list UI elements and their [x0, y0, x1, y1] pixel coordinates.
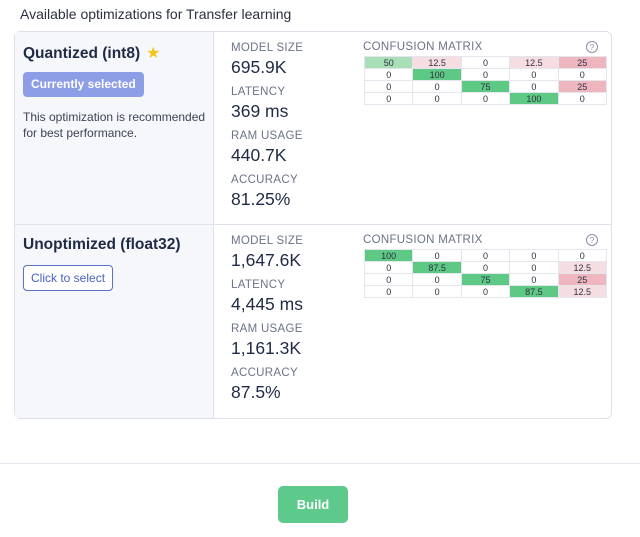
recommendation-note: This optimization is recommended for bes…: [23, 110, 206, 140]
matrix-row: 0 100 0 0 0: [363, 68, 607, 81]
matrix-cell: 0: [412, 92, 462, 105]
matrix-cell: 0: [460, 249, 511, 262]
matrix-cell: 0: [363, 285, 414, 298]
matrix-cell: 100: [363, 249, 414, 262]
accuracy-label: ACCURACY: [231, 367, 298, 379]
matrix-row: 0 0 75 0 25: [363, 80, 607, 93]
ram-usage-value: 440.7K: [231, 145, 287, 165]
optimization-card-float32: Unoptimized (float32) Click to select MO…: [14, 225, 612, 419]
option-name: Unoptimized (float32): [23, 236, 181, 253]
matrix-row: 0 0 0 87.5 12.5: [363, 285, 607, 298]
optimization-card-int8: Quantized (int8) ★ Currently selected Thi…: [14, 31, 612, 225]
matrix-cell: 0: [412, 80, 462, 93]
latency-label: LATENCY: [231, 279, 286, 291]
help-icon[interactable]: ?: [586, 234, 598, 246]
matrix-row: 0 0 0 100 0: [363, 92, 607, 105]
matrix-cell: 12.5: [557, 285, 607, 298]
option-summary: Quantized (int8) ★ Currently selected Thi…: [15, 32, 214, 224]
matrix-cell: 25: [557, 80, 607, 93]
latency-value: 4,445 ms: [231, 294, 303, 314]
matrix-cell: 12.5: [509, 56, 559, 69]
ram-usage-value: 1,161.3K: [231, 338, 302, 358]
matrix-cell: 87.5: [412, 261, 462, 274]
matrix-cell: 0: [509, 273, 559, 286]
matrix-cell: 25: [557, 273, 607, 286]
model-size-label: MODEL SIZE: [231, 235, 304, 247]
matrix-cell: 0: [363, 92, 414, 105]
click-to-select-button[interactable]: Click to select: [23, 265, 114, 291]
matrix-row: 50 12.5 0 12.5 25: [363, 56, 607, 69]
confusion-matrix: 100 0 0 0 0 0 87.5 0 0 12.5 0 0 75 0 25 0 0 0 87.5 12.5: [363, 249, 607, 298]
matrix-cell: 87.5: [509, 285, 559, 298]
model-size-value: 1,647.6K: [231, 250, 302, 270]
matrix-cell: 0: [557, 68, 607, 81]
option-summary: Unoptimized (float32) Click to select: [15, 225, 214, 418]
page-title: Available optimizations for Transfer lea…: [20, 6, 292, 22]
matrix-row: 0 87.5 0 0 12.5: [363, 261, 607, 274]
star-icon: ★: [146, 45, 161, 62]
metrics-panel: MODEL SIZE 695.9K LATENCY 369 ms RAM USA…: [231, 41, 361, 217]
model-size-label: MODEL SIZE: [231, 42, 304, 54]
matrix-cell: 12.5: [412, 56, 462, 69]
option-name: Quantized (int8) ★: [23, 45, 161, 62]
matrix-cell: 50: [363, 56, 414, 69]
latency-value: 369 ms: [231, 101, 289, 121]
matrix-cell: 75: [460, 273, 511, 286]
matrix-cell: 25: [557, 56, 607, 69]
currently-selected-button[interactable]: Currently selected: [23, 72, 144, 97]
matrix-cell: 100: [509, 92, 559, 105]
matrix-cell: 0: [412, 285, 462, 298]
matrix-cell: 0: [460, 92, 511, 105]
model-size-value: 695.9K: [231, 57, 287, 77]
matrix-cell: 12.5: [557, 261, 607, 274]
accuracy-value: 87.5%: [231, 382, 281, 402]
matrix-cell: 100: [412, 68, 462, 81]
matrix-cell: 0: [557, 249, 607, 262]
matrix-cell: 0: [460, 68, 511, 81]
matrix-cell: 0: [460, 285, 511, 298]
matrix-row: 100 0 0 0 0: [363, 249, 607, 262]
matrix-cell: 0: [460, 261, 511, 274]
accuracy-value: 81.25%: [231, 189, 291, 209]
confusion-matrix-title: CONFUSION MATRIX: [363, 234, 483, 246]
latency-label: LATENCY: [231, 86, 286, 98]
matrix-cell: 0: [412, 273, 462, 286]
matrix-cell: 75: [460, 80, 511, 93]
help-icon[interactable]: ?: [586, 41, 598, 53]
matrix-cell: 0: [509, 249, 559, 262]
matrix-cell: 0: [460, 56, 511, 69]
matrix-row: 0 0 75 0 25: [363, 273, 607, 286]
build-button[interactable]: Build: [278, 486, 348, 523]
matrix-cell: 0: [363, 68, 414, 81]
footer-divider: [0, 463, 640, 464]
matrix-cell: 0: [363, 80, 414, 93]
matrix-cell: 0: [363, 261, 414, 274]
ram-usage-label: RAM USAGE: [231, 323, 303, 335]
matrix-cell: 0: [363, 273, 414, 286]
confusion-matrix: 50 12.5 0 12.5 25 0 100 0 0 0 0 0 75 0 25 0 0 0 100 0: [363, 56, 607, 105]
metrics-panel: MODEL SIZE 1,647.6K LATENCY 4,445 ms RAM…: [231, 234, 361, 410]
accuracy-label: ACCURACY: [231, 174, 298, 186]
confusion-matrix-title: CONFUSION MATRIX: [363, 41, 483, 53]
matrix-cell: 0: [509, 80, 559, 93]
matrix-cell: 0: [509, 261, 559, 274]
matrix-cell: 0: [509, 68, 559, 81]
matrix-cell: 0: [557, 92, 607, 105]
ram-usage-label: RAM USAGE: [231, 130, 303, 142]
matrix-cell: 0: [412, 249, 462, 262]
